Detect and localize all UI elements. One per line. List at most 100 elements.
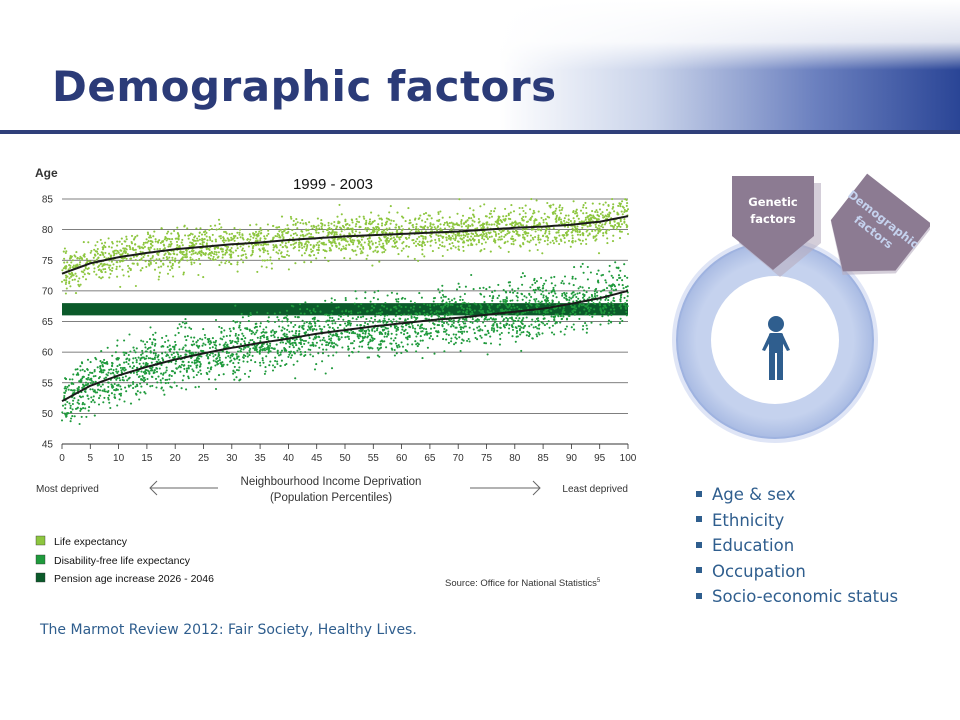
disability-free-point	[117, 383, 120, 386]
disability-free-point	[274, 359, 277, 363]
life-expectancy-point	[589, 224, 592, 227]
disability-free-point	[110, 392, 113, 395]
life-expectancy-point	[399, 235, 402, 239]
disability-free-point	[145, 371, 148, 374]
disability-free-point	[198, 345, 201, 348]
life-expectancy-point	[480, 242, 484, 245]
disability-free-point	[416, 345, 419, 348]
life-expectancy-point	[173, 259, 176, 262]
disability-free-point	[155, 370, 159, 373]
life-expectancy-point	[359, 247, 362, 250]
disability-free-point	[518, 308, 521, 311]
life-expectancy-point	[70, 261, 73, 264]
disability-free-point	[149, 351, 152, 354]
life-expectancy-point	[320, 227, 323, 230]
disability-free-point	[303, 312, 306, 315]
life-expectancy-point	[149, 234, 152, 237]
disability-free-point	[196, 360, 199, 363]
life-expectancy-point	[396, 247, 399, 250]
life-expectancy-point	[386, 228, 389, 231]
life-expectancy-point	[567, 214, 570, 217]
life-expectancy-point	[437, 234, 440, 238]
life-expectancy-point	[528, 241, 531, 244]
disability-free-point	[324, 299, 327, 302]
disability-free-point	[179, 354, 182, 357]
disability-free-point	[302, 339, 306, 342]
disability-free-point	[570, 326, 573, 329]
life-expectancy-point	[418, 240, 421, 243]
life-expectancy-point	[340, 230, 343, 233]
x-left-note: Most deprived	[36, 484, 99, 495]
disability-free-point	[435, 310, 438, 313]
life-expectancy-point	[163, 244, 166, 247]
life-expectancy-point	[199, 227, 202, 230]
life-expectancy-point	[314, 229, 317, 232]
disability-free-point	[343, 327, 346, 330]
disability-free-point	[218, 325, 221, 328]
disability-free-point	[86, 394, 89, 397]
disability-free-point	[142, 362, 145, 365]
life-expectancy-point	[83, 273, 86, 276]
life-expectancy-point	[82, 241, 85, 244]
life-expectancy-point	[322, 248, 325, 252]
disability-free-point	[119, 385, 122, 388]
disability-free-point	[256, 350, 259, 353]
disability-free-point	[326, 341, 329, 344]
life-expectancy-point	[466, 219, 469, 222]
life-expectancy-point	[429, 244, 432, 247]
disability-free-point	[367, 356, 371, 359]
life-expectancy-point	[125, 238, 128, 241]
disability-free-point	[547, 292, 551, 295]
disability-free-point	[270, 334, 273, 337]
disability-free-point	[200, 355, 203, 358]
disability-free-point	[572, 291, 575, 294]
disability-free-point	[489, 308, 492, 311]
disability-free-point	[182, 346, 185, 349]
life-expectancy-point	[429, 240, 432, 243]
disability-free-point	[372, 306, 376, 309]
disability-free-point	[190, 327, 193, 330]
life-expectancy-point	[468, 207, 472, 210]
life-expectancy-point	[267, 229, 270, 232]
life-expectancy-point	[317, 224, 320, 227]
life-expectancy-point	[486, 237, 489, 240]
life-expectancy-point	[136, 263, 139, 266]
disability-free-point	[408, 334, 411, 337]
life-expectancy-point	[305, 249, 308, 252]
life-expectancy-point	[177, 237, 180, 240]
disability-free-point	[336, 326, 339, 329]
disability-free-point	[406, 332, 409, 335]
disability-free-point	[248, 329, 251, 332]
life-expectancy-point	[477, 217, 480, 221]
life-expectancy-point	[148, 248, 151, 251]
disability-free-point	[502, 325, 506, 328]
disability-free-point	[463, 318, 466, 321]
life-expectancy-point	[184, 234, 187, 237]
disability-free-point	[590, 321, 593, 324]
life-expectancy-point	[201, 243, 204, 246]
life-expectancy-point	[529, 217, 532, 220]
life-expectancy-point	[397, 253, 400, 256]
disability-free-point	[520, 312, 523, 316]
life-expectancy-point	[511, 230, 515, 233]
disability-free-point	[350, 332, 354, 335]
life-expectancy-point	[439, 223, 442, 226]
life-expectancy-point	[437, 237, 441, 240]
life-expectancy-point	[524, 212, 527, 215]
life-expectancy-point	[300, 254, 304, 257]
disability-free-point	[279, 364, 282, 367]
life-expectancy-point	[120, 237, 123, 240]
life-expectancy-point	[344, 218, 347, 221]
disability-free-point	[314, 324, 317, 327]
disability-free-point	[451, 303, 454, 307]
life-expectancy-point	[201, 241, 204, 244]
life-expectancy-point	[356, 220, 359, 223]
life-expectancy-point	[281, 234, 284, 237]
disability-free-point	[180, 387, 183, 390]
disability-free-point	[279, 353, 282, 356]
life-expectancy-point	[518, 234, 521, 237]
life-expectancy-point	[240, 254, 243, 257]
disability-free-point	[272, 334, 275, 337]
disability-free-point	[249, 312, 252, 315]
